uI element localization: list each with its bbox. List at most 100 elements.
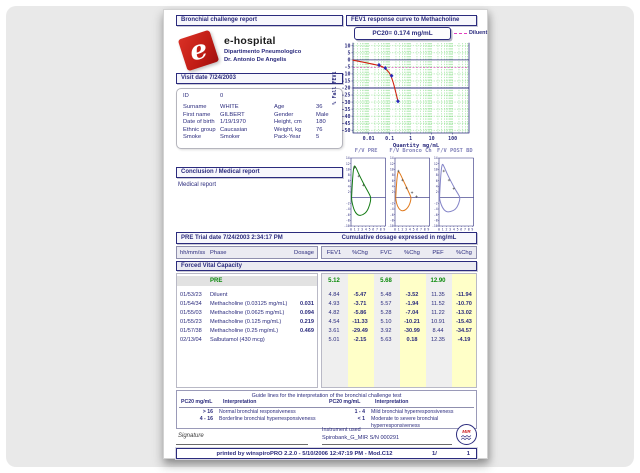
patient-label: First name [183,111,211,118]
trial-time: 01/55/23 [180,318,202,325]
trial-phase: Salbutamol (430 mcg) [210,336,265,343]
instrument-value: Spirobank_G_MIR S/N 000291 [322,435,400,441]
patient-value: WHITE [220,104,239,111]
svg-text:1: 1 [442,228,444,232]
fv-loop-charts: 14 12 10 8 6 4 2 -2 -4 -6 -8 -10 0 1 2 3 4 5 6 7 8 9 14 12 10 8 6… [344,156,475,234]
printed-line: printed by winspiroPRO 2.2.0 - 5/10/2006… [216,450,393,457]
svg-text:8: 8 [436,173,438,177]
svg-text:-2: -2 [390,201,394,205]
diluent-legend: Diluent [454,30,487,36]
patient-label: Gender [274,111,294,118]
visit-date-bar: Visit date 7/24/2003 [176,73,343,84]
patient-row: Ethnic group Caucasian Weight, kg 76 [183,127,336,134]
page-numbers: 1/ 1 [432,451,476,457]
svg-text:8: 8 [468,228,470,232]
col-fev1: FEV1 [326,249,342,256]
pre-baseline-row: PRE 5.12 5.68 12.90 [176,276,477,286]
trial-fvc: 5.48 [380,291,392,298]
trial-fev1: 4.54 [328,318,340,325]
fvc-section-title: Forced Vital Capacity [181,263,242,269]
pre-fev1: 5.12 [328,278,340,284]
mir-logo-text: MIR [462,428,471,434]
svg-text:-8: -8 [434,218,438,222]
col-pef: PEF [432,249,444,256]
instrument-line [322,444,452,445]
trial-dosage: 0.094 [300,309,314,316]
svg-text:10: 10 [346,167,350,171]
trial-pef: 11.35 [431,291,445,298]
patient-value: 5 [316,134,320,141]
cumulative-dosage-label: Cumulative dosage expressed in mg/mL [341,235,457,241]
svg-text:0: 0 [438,228,440,232]
col-phase: Phase [210,249,227,256]
trial-pef: 8.44 [432,327,444,334]
svg-text:10: 10 [434,167,438,171]
printed-footer-bar: printed by winspiroPRO 2.2.0 - 5/10/2006… [176,448,477,459]
guide-range: < 1 [357,416,365,422]
patient-value: Caucasian [220,126,248,133]
trial-row: 01/54/34 Methacholine (0.03125 mg/mL) 0.03… [176,299,477,308]
conclusion-bar: Conclusion / Medical report [176,167,343,178]
col-dosage: Dosage [294,249,314,256]
svg-text:-6: -6 [390,213,394,217]
svg-text:6: 6 [392,179,394,183]
svg-text:5: 5 [457,228,459,232]
patient-id-label: ID [183,93,189,99]
svg-text:12: 12 [346,162,350,166]
patient-value: 180 [316,119,326,126]
guide-interp-header-left: Interpretation [223,399,257,405]
col-stripe-fvcchg [400,274,426,387]
trial-row: 02/13/04 Salbutamol (430 mcg) 5.01 -2.15 5.6… [176,335,477,344]
trial-fev1-chg: -5.47 [353,291,367,298]
svg-text:8: 8 [380,228,382,232]
table-header-left-box [176,246,318,259]
svg-text:-10: -10 [432,224,438,228]
svg-text:4: 4 [365,228,367,232]
patient-value: 36 [316,104,323,111]
svg-text:1: 1 [409,136,412,142]
svg-text:-2: -2 [346,201,350,205]
svg-text:-4: -4 [390,207,394,211]
patient-label: Date of birth [183,119,215,126]
svg-text:2: 2 [445,228,447,232]
trial-phase: Methacholine (0.25 mg/mL) [210,327,279,334]
svg-text:2: 2 [348,190,350,194]
table-header-right-box [321,246,477,259]
svg-text:-10: -10 [388,224,394,228]
col-fvc-chg: %Chg [404,249,420,256]
svg-text:0.01: 0.01 [363,136,375,142]
clinic-doctor: Dr. Antonio De Angelis [224,57,287,63]
svg-text:10: 10 [390,167,394,171]
guide-row: > 16 Normal bronchial responsiveness 1 - 4… [177,409,476,416]
patient-row: Smoke Smoker Pack-Year 5 [183,134,336,141]
svg-text:12: 12 [390,162,394,166]
trial-date: PRE Trial date 7/24/2003 2:34:17 PM [181,235,283,241]
svg-text:-6: -6 [434,213,438,217]
svg-text:14: 14 [346,156,350,160]
svg-text:10: 10 [344,44,350,50]
svg-text:-30: -30 [341,100,350,106]
trial-fvc-chg: 0.18 [406,336,418,343]
guide-pc20-header-right: PC20 mg/mL [329,399,361,405]
col-stripe-pefchg [452,274,476,387]
svg-text:12: 12 [434,162,438,166]
trial-fev1-chg: -5.86 [353,309,367,316]
svg-text:8: 8 [348,173,350,177]
svg-text:6: 6 [460,228,462,232]
trial-fvc-chg: -30.99 [404,327,420,334]
svg-text:% Fall FEV1: % Fall FEV1 [332,71,338,104]
svg-text:-25: -25 [341,93,350,99]
trial-fvc: 5.10 [380,318,392,325]
trial-pef: 10.91 [431,318,445,325]
col-pef-chg: %Chg [456,249,472,256]
clinic-logo-letter-icon: e [186,33,211,68]
instrument-label: Instrument used [322,427,361,433]
trial-fvc: 5.57 [380,300,392,307]
trial-pef-chg: -15.43 [456,318,472,325]
svg-text:0: 0 [394,228,396,232]
report-page: Bronchial challenge report FEV1 response… [163,9,488,459]
pre-row-band [177,276,317,286]
guide-range: 4 - 16 [199,416,213,422]
